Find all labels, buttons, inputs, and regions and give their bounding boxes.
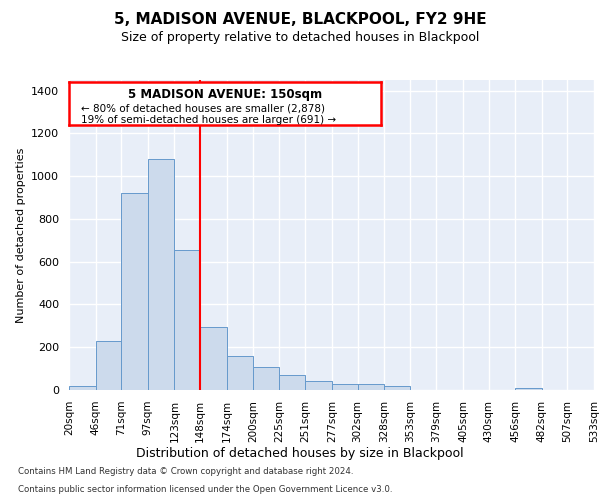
Text: 19% of semi-detached houses are larger (691) →: 19% of semi-detached houses are larger (… (82, 115, 337, 125)
Text: 5 MADISON AVENUE: 150sqm: 5 MADISON AVENUE: 150sqm (128, 88, 322, 101)
Bar (200, 328, 227, 390)
Bar (95, 342, 121, 390)
Bar (358, 384, 384, 390)
Text: Contains HM Land Registry data © Crown copyright and database right 2024.: Contains HM Land Registry data © Crown c… (18, 467, 353, 476)
Y-axis label: Number of detached properties: Number of detached properties (16, 148, 26, 322)
Text: Size of property relative to detached houses in Blackpool: Size of property relative to detached ho… (121, 31, 479, 44)
Bar (227, 356, 253, 390)
Bar (121, 194, 148, 390)
Bar (384, 386, 410, 390)
Bar (515, 388, 542, 390)
Text: Contains public sector information licensed under the Open Government Licence v3: Contains public sector information licen… (18, 485, 392, 494)
Text: 5, MADISON AVENUE, BLACKPOOL, FY2 9HE: 5, MADISON AVENUE, BLACKPOOL, FY2 9HE (113, 12, 487, 28)
Bar (332, 384, 358, 390)
Bar (305, 381, 332, 390)
Bar (148, 159, 175, 390)
Bar (175, 250, 200, 390)
Text: ← 80% of detached houses are smaller (2,878): ← 80% of detached houses are smaller (2,… (82, 104, 325, 114)
Bar (69, 386, 95, 390)
Text: Distribution of detached houses by size in Blackpool: Distribution of detached houses by size … (136, 448, 464, 460)
Bar (279, 375, 305, 390)
Bar (253, 367, 279, 390)
